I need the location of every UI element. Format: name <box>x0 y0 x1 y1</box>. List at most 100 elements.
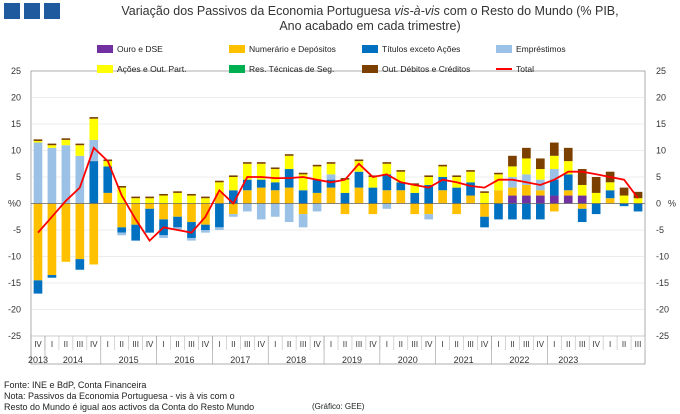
bar-segment <box>298 203 308 215</box>
quarter-label: I <box>442 340 444 349</box>
bar-segment <box>117 186 127 188</box>
y-tick-right: 5 <box>656 172 661 182</box>
y-tick-left: 20 <box>11 93 21 103</box>
quarter-label: IV <box>257 340 265 349</box>
bar-segment <box>270 203 280 217</box>
bar-segment <box>438 166 447 177</box>
y-tick-left: -10 <box>8 252 21 262</box>
bar-segment <box>577 195 587 204</box>
quarter-label: II <box>566 340 570 349</box>
quarter-label: III <box>523 340 530 349</box>
bar-segment <box>591 203 601 215</box>
bar-segment <box>605 190 615 199</box>
bar-segment <box>466 170 475 172</box>
bar-segment <box>201 198 210 204</box>
bar-segment <box>438 190 447 204</box>
bar-segment <box>368 187 378 204</box>
bar-segment <box>354 161 364 172</box>
year-label: 2022 <box>509 355 529 365</box>
title-line2: Ano acabado em cada trimestre) <box>279 19 461 33</box>
quarter-label: I <box>386 340 388 349</box>
bar-segment <box>563 147 573 162</box>
bar-segment <box>312 179 322 193</box>
quarter-label: IV <box>425 340 433 349</box>
plot-frame <box>30 70 646 365</box>
bar-segment <box>508 203 517 220</box>
quarter-label: IV <box>202 340 210 349</box>
quarter-label: II <box>622 340 626 349</box>
bar-segment <box>549 142 559 156</box>
quarter-label: II <box>175 340 179 349</box>
bar-segment <box>173 192 182 204</box>
bar-segment <box>382 163 392 175</box>
bar-segment <box>270 169 280 183</box>
note-line-1: Nota: Passivos da Economia Portuguesa - … <box>4 391 235 401</box>
bar-segment <box>563 190 573 196</box>
quarter-label: II <box>231 340 235 349</box>
bar-segment <box>577 184 587 196</box>
quarter-label: I <box>218 340 220 349</box>
quarter-label: I <box>274 340 276 349</box>
quarter-label: II <box>287 340 291 349</box>
bar-segment <box>270 167 280 170</box>
bar-segment <box>424 214 434 220</box>
bar-segment <box>326 163 336 175</box>
quarter-label: III <box>132 340 139 349</box>
bar-segment <box>494 190 503 204</box>
title-line1-b: com o Resto do Mundo (% PIB, <box>440 4 619 18</box>
bar-segment <box>619 203 629 207</box>
y-axis-label-right: % <box>668 199 676 209</box>
quarter-label: IV <box>481 340 489 349</box>
bar-segment <box>438 177 447 191</box>
bar-segment <box>187 193 196 196</box>
bar-segment <box>312 166 322 180</box>
bar-segment <box>242 190 252 204</box>
y-tick-left: 15 <box>11 119 21 129</box>
quarter-label: III <box>188 340 195 349</box>
quarter-label: II <box>119 340 123 349</box>
bar-segment <box>159 203 168 220</box>
bar-segment <box>145 198 154 204</box>
bar-segment <box>284 154 294 156</box>
bar-segment <box>452 203 461 215</box>
bar-segment <box>494 172 503 175</box>
bar-segment <box>340 179 350 193</box>
bar-segment <box>326 179 336 188</box>
bar-segment <box>229 175 238 177</box>
bar-segment <box>326 187 336 204</box>
year-label: 2018 <box>286 355 306 365</box>
bar-segment <box>326 174 336 180</box>
bar-segment <box>396 190 406 204</box>
bar-segment <box>256 203 266 220</box>
legend-swatch <box>229 65 245 73</box>
legend-label: Numerário e Depósitos <box>249 44 336 54</box>
bar-segment <box>298 172 308 175</box>
chart-credit: (Gráfico: GEE) <box>312 402 365 411</box>
bar-segment <box>61 139 71 146</box>
bar-segment <box>61 145 71 204</box>
bar-segment <box>201 224 210 230</box>
bar-segment <box>354 171 364 188</box>
bar-segment <box>75 259 85 270</box>
bar-segment <box>563 174 573 191</box>
bar-segment <box>396 182 406 191</box>
bar-segment <box>410 192 420 204</box>
quarter-label: III <box>77 340 84 349</box>
bar-segment <box>382 190 392 204</box>
bar-segment <box>382 203 392 209</box>
y-tick-right: -5 <box>656 225 664 235</box>
year-label: 2014 <box>63 355 83 365</box>
bar-segment <box>536 169 545 180</box>
quarter-label: I <box>162 340 164 349</box>
bar-segment <box>466 182 475 196</box>
y-tick-right: -10 <box>656 252 669 262</box>
year-label: 2023 <box>558 355 578 365</box>
quarter-label: II <box>510 340 514 349</box>
quarter-label: III <box>411 340 418 349</box>
y-tick-left: 10 <box>11 146 21 156</box>
quarter-label: IV <box>313 340 321 349</box>
bar-segment <box>298 190 308 204</box>
y-tick-left: -20 <box>8 305 21 315</box>
legend-label: Ouro e DSE <box>117 44 163 54</box>
